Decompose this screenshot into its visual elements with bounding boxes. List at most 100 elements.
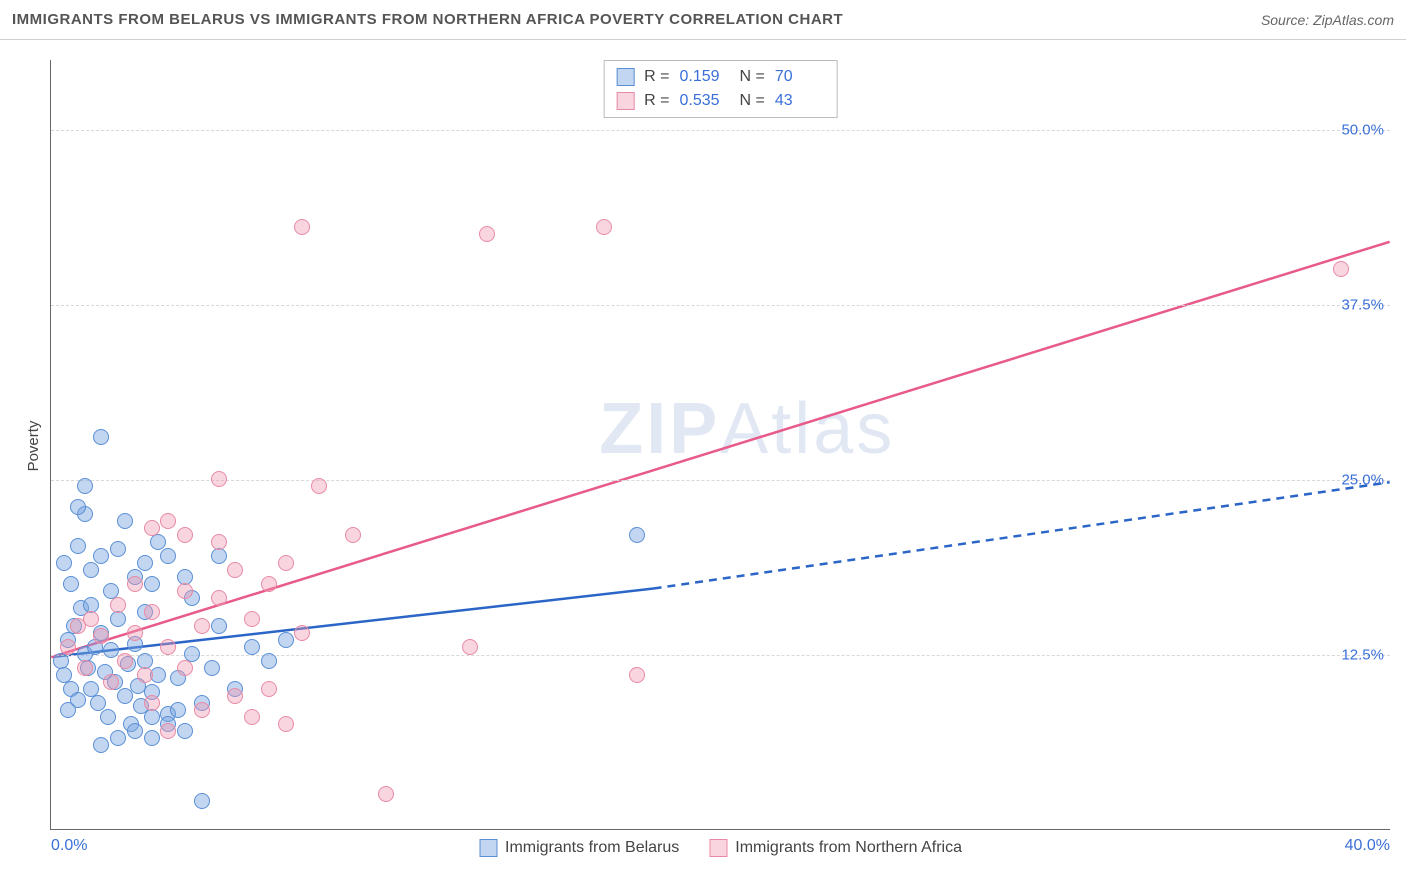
data-point-belarus [110,541,126,557]
data-point-nafrica [261,681,277,697]
data-point-belarus [93,548,109,564]
gridline [51,305,1390,306]
x-tick-min: 0.0% [51,837,87,855]
data-point-nafrica [103,674,119,690]
stats-legend-box: R =0.159N =70R =0.535N =43 [603,60,838,118]
data-point-nafrica [77,660,93,676]
data-point-nafrica [144,695,160,711]
data-point-nafrica [244,611,260,627]
chart-source: Source: ZipAtlas.com [1261,12,1394,28]
data-point-nafrica [596,219,612,235]
data-point-belarus [137,555,153,571]
y-tick-label: 37.5% [1341,297,1384,314]
data-point-belarus [170,702,186,718]
n-label: N = [740,89,765,113]
y-tick-label: 12.5% [1341,647,1384,664]
stats-row-belarus: R =0.159N =70 [616,65,825,89]
trend-line-belarus [654,482,1390,588]
data-point-nafrica [227,688,243,704]
data-point-belarus [70,499,86,515]
legend-label-belarus: Immigrants from Belarus [505,839,679,857]
data-point-belarus [278,632,294,648]
data-point-nafrica [160,723,176,739]
gridline [51,655,1390,656]
data-point-nafrica [311,478,327,494]
data-point-nafrica [194,702,210,718]
legend-item-nafrica: Immigrants from Northern Africa [709,839,962,857]
data-point-belarus [261,653,277,669]
data-point-belarus [211,618,227,634]
data-point-belarus [194,793,210,809]
watermark: ZIPAtlas [599,388,895,470]
data-point-belarus [90,695,106,711]
y-tick-label: 25.0% [1341,472,1384,489]
data-point-nafrica [629,667,645,683]
data-point-belarus [77,478,93,494]
data-point-belarus [160,548,176,564]
data-point-belarus [93,737,109,753]
n-value-nafrica: 43 [775,89,825,113]
data-point-belarus [60,702,76,718]
data-point-nafrica [160,639,176,655]
data-point-nafrica [177,527,193,543]
n-label: N = [740,65,765,89]
stats-row-nafrica: R =0.535N =43 [616,89,825,113]
data-point-nafrica [144,604,160,620]
data-point-nafrica [1333,261,1349,277]
data-point-nafrica [177,583,193,599]
data-point-nafrica [110,597,126,613]
data-point-nafrica [83,611,99,627]
data-point-nafrica [278,555,294,571]
data-point-belarus [93,429,109,445]
data-point-belarus [63,576,79,592]
data-point-nafrica [177,660,193,676]
legend-swatch-nafrica [709,839,727,857]
data-point-nafrica [194,618,210,634]
legend-label-nafrica: Immigrants from Northern Africa [735,839,962,857]
data-point-belarus [204,660,220,676]
data-point-belarus [629,527,645,543]
gridline [51,480,1390,481]
data-point-nafrica [60,639,76,655]
data-point-nafrica [345,527,361,543]
swatch-belarus [616,68,634,86]
data-point-nafrica [127,576,143,592]
data-point-belarus [144,709,160,725]
data-point-nafrica [93,628,109,644]
data-point-nafrica [227,562,243,578]
data-point-nafrica [144,520,160,536]
data-point-nafrica [211,471,227,487]
data-point-nafrica [127,625,143,641]
data-point-belarus [144,730,160,746]
data-point-belarus [127,723,143,739]
data-point-nafrica [479,226,495,242]
data-point-nafrica [261,576,277,592]
source-name: ZipAtlas.com [1313,12,1394,28]
data-point-belarus [244,639,260,655]
data-point-belarus [56,555,72,571]
data-point-belarus [110,611,126,627]
source-prefix: Source: [1261,12,1313,28]
data-point-nafrica [278,716,294,732]
data-point-nafrica [160,513,176,529]
data-point-belarus [110,730,126,746]
data-point-belarus [100,709,116,725]
scatter-plot-area: ZIPAtlas R =0.159N =70R =0.535N =43 0.0%… [50,60,1390,830]
data-point-nafrica [462,639,478,655]
data-point-belarus [177,723,193,739]
data-point-belarus [70,538,86,554]
r-label: R = [644,89,669,113]
x-tick-max: 40.0% [1345,837,1390,855]
data-point-belarus [144,576,160,592]
data-point-nafrica [137,667,153,683]
chart-title: IMMIGRANTS FROM BELARUS VS IMMIGRANTS FR… [12,11,843,28]
series-legend: Immigrants from Belarus Immigrants from N… [479,839,962,857]
legend-item-belarus: Immigrants from Belarus [479,839,679,857]
data-point-nafrica [378,786,394,802]
data-point-belarus [103,642,119,658]
n-value-belarus: 70 [775,65,825,89]
data-point-nafrica [294,219,310,235]
data-point-belarus [117,513,133,529]
y-axis-label: Poverty [25,421,42,472]
r-value-belarus: 0.159 [680,65,730,89]
